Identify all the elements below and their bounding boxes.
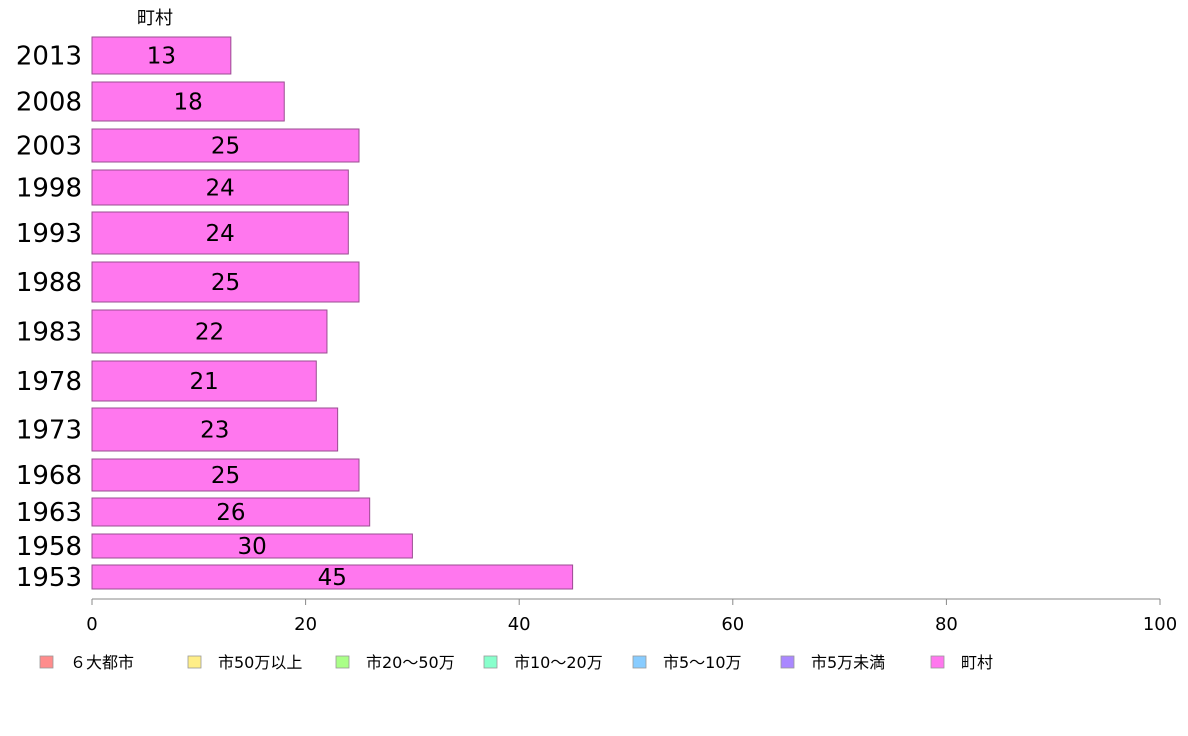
category-label: 1993 [16,219,82,249]
x-tick-label: 0 [86,614,97,635]
category-label: 2013 [16,42,82,72]
legend-swatch [335,655,350,669]
bar-value-label: 21 [189,369,218,395]
bar-2013 [91,36,232,75]
legend-label: 市5万未満 [811,653,885,672]
category-label: 1953 [16,563,82,593]
bar-value-label: 25 [211,270,240,296]
category-label: 1963 [16,498,82,528]
category-label: 1973 [16,416,82,446]
legend-label: 市5〜10万 [663,653,742,672]
legend-swatch [187,655,202,669]
series-title: 町村 [137,8,173,29]
bar-2008 [91,81,285,122]
bar-value-label: 24 [206,221,235,247]
legend-swatch [632,655,647,669]
x-tick-label: 20 [294,614,317,635]
bar-value-label: 25 [211,134,240,160]
bar-value-label: 45 [318,565,347,591]
bar-1978 [91,360,317,402]
x-tick-label: 40 [508,614,531,635]
category-label: 1978 [16,367,82,397]
category-label: 1958 [16,532,82,562]
bar-value-label: 24 [206,176,235,202]
category-label: 2003 [16,132,82,162]
legend-label: ６大都市 [70,653,134,672]
legend-swatch [780,655,795,669]
legend-swatch [39,655,54,669]
legend-swatch [930,655,945,669]
bar-1993 [91,211,349,255]
x-tick-label: 100 [1143,614,1177,635]
category-label: 2008 [16,88,82,118]
bar-1958 [91,533,413,559]
category-labels-group: 2013 2008 2003 1998 1993 1988 1983 1978 1973 1968… [16,42,82,594]
bar-2003 [91,128,360,163]
x-tick-label: 80 [935,614,958,635]
bar-value-label: 18 [173,90,202,116]
legend-label: 市10〜20万 [514,653,603,672]
bar-value-label: 13 [147,44,176,70]
bar-1983 [91,309,328,354]
category-label: 1968 [16,461,82,491]
bar-1953 [91,564,574,590]
bar-value-label: 30 [238,534,267,560]
bar-value-label: 25 [211,463,240,489]
x-axis: 0 20 40 60 80 100 [86,598,1177,635]
bars-group: 13 18 25 24 24 25 22 21 23 25 26 30 45 [91,36,574,591]
bar-1963 [91,497,371,527]
legend-label: 市20〜50万 [366,653,455,672]
x-tick-label: 60 [721,614,744,635]
legend-swatch [483,655,498,669]
bar-1988 [91,261,360,303]
legend: ６大都市 市50万以上 市20〜50万 市10〜20万 市5〜10万 市5万未満 町村 [39,653,993,672]
bar-1968 [91,458,360,492]
bar-1998 [91,169,349,206]
bar-value-label: 26 [216,500,245,526]
bar-value-label: 22 [195,320,224,346]
bar-1973 [91,407,339,452]
category-label: 1998 [16,174,82,204]
category-label: 1988 [16,268,82,298]
bar-value-label: 23 [200,418,229,444]
category-label: 1983 [16,318,82,348]
legend-label: 町村 [961,653,993,672]
legend-label: 市50万以上 [218,653,302,672]
